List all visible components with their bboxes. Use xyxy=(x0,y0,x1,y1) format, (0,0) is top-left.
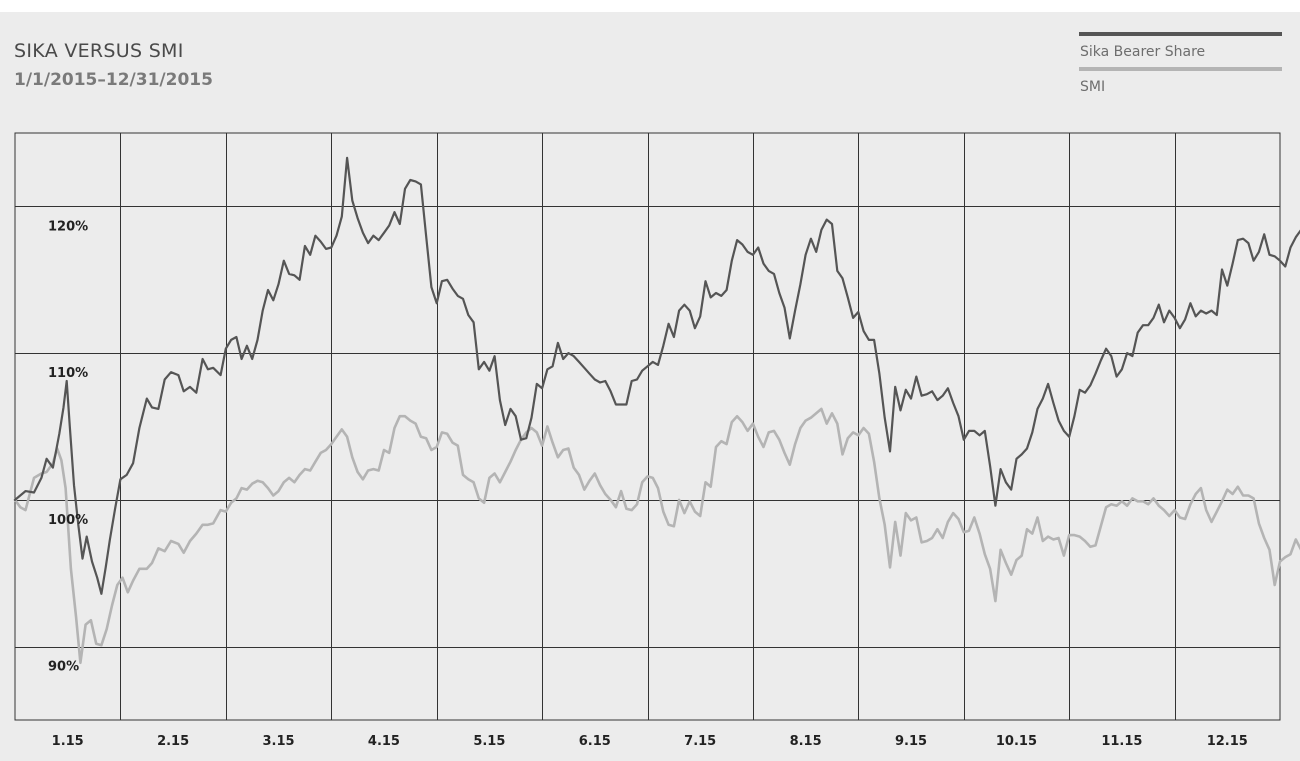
series-line-sika xyxy=(13,156,1300,595)
legend-swatch-smi xyxy=(1079,67,1282,71)
plot-frame xyxy=(14,132,1281,721)
y-tick-label: 90% xyxy=(48,660,79,675)
x-tick-label: 12.15 xyxy=(1207,734,1248,749)
y-tick-label: 100% xyxy=(48,513,88,528)
legend-label-smi: SMI xyxy=(1080,79,1106,95)
chart-title: SIKA VERSUS SMI xyxy=(14,40,184,62)
x-tick-label: 9.15 xyxy=(895,734,927,749)
x-tick-label: 3.15 xyxy=(263,734,295,749)
chart-panel xyxy=(0,12,1300,761)
x-tick-label: 6.15 xyxy=(579,734,611,749)
series-line-smi xyxy=(13,407,1300,665)
x-tick-label: 7.15 xyxy=(684,734,716,749)
chart-subtitle: 1/1/2015–12/31/2015 xyxy=(14,70,213,90)
x-tick-label: 10.15 xyxy=(996,734,1037,749)
x-tick-label: 2.15 xyxy=(157,734,189,749)
x-tick-label: 8.15 xyxy=(790,734,822,749)
legend-label-sika: Sika Bearer Share xyxy=(1080,44,1206,60)
x-tick-label: 11.15 xyxy=(1101,734,1142,749)
legend-swatch-sika xyxy=(1079,32,1282,36)
x-tick-label: 5.15 xyxy=(473,734,505,749)
y-tick-label: 110% xyxy=(48,366,88,381)
y-tick-label: 120% xyxy=(48,219,88,234)
x-tick-label: 1.15 xyxy=(52,734,84,749)
x-tick-label: 4.15 xyxy=(368,734,400,749)
